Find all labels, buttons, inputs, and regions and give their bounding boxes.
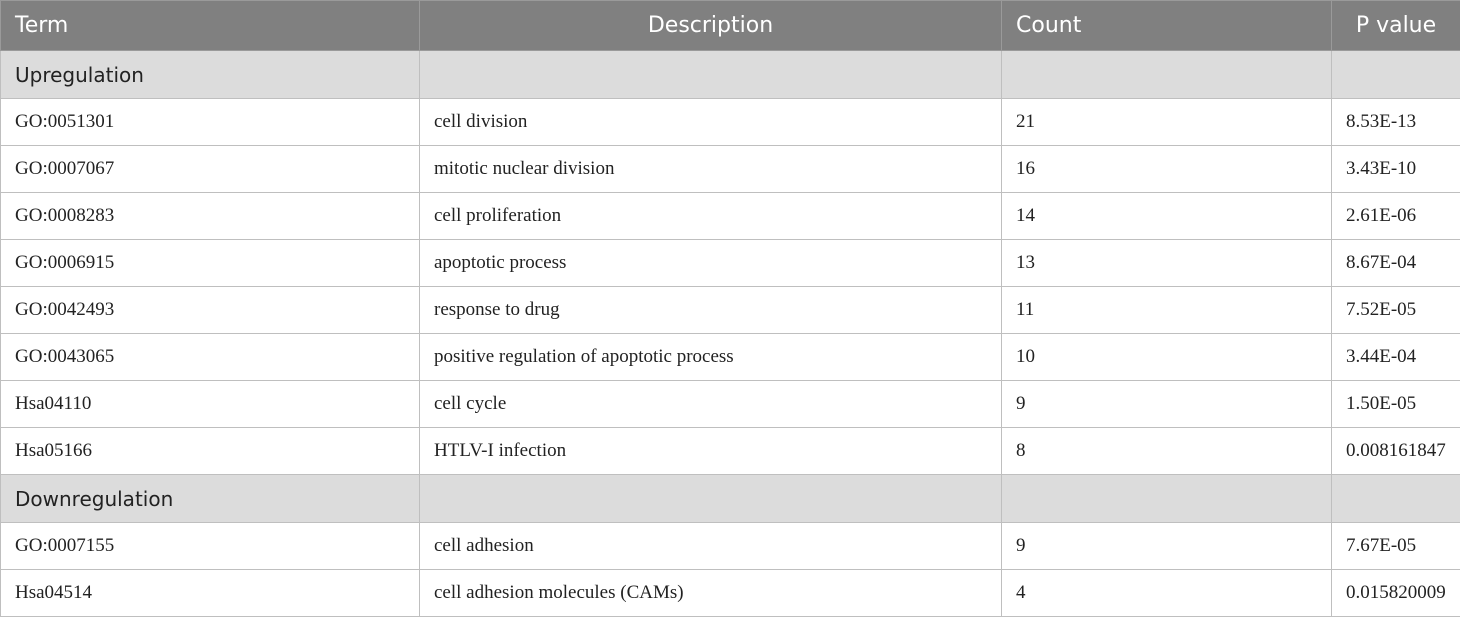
term-cell: Hsa04110 <box>0 380 420 428</box>
count-cell: 21 <box>1001 98 1332 146</box>
description-cell: mitotic nuclear division <box>419 145 1002 193</box>
header-term: Term <box>0 0 420 51</box>
description-cell: apoptotic process <box>419 239 1002 287</box>
pvalue-cell: 7.67E-05 <box>1331 522 1460 570</box>
section-label: Upregulation <box>0 50 420 99</box>
pvalue-cell: 8.53E-13 <box>1331 98 1460 146</box>
description-cell: response to drug <box>419 286 1002 334</box>
table-row: GO:0006915 apoptotic process 13 8.67E-04 <box>0 239 1460 287</box>
pvalue-cell: 0.015820009 <box>1331 569 1460 617</box>
term-cell: GO:0007067 <box>0 145 420 193</box>
term-cell: Hsa05166 <box>0 427 420 475</box>
table-row: GO:0008283 cell proliferation 14 2.61E-0… <box>0 192 1460 240</box>
count-cell: 13 <box>1001 239 1332 287</box>
pvalue-cell: 7.52E-05 <box>1331 286 1460 334</box>
term-cell: GO:0051301 <box>0 98 420 146</box>
count-cell: 14 <box>1001 192 1332 240</box>
count-cell: 16 <box>1001 145 1332 193</box>
description-cell: cell proliferation <box>419 192 1002 240</box>
section-label: Downregulation <box>0 474 420 523</box>
description-cell: cell adhesion molecules (CAMs) <box>419 569 1002 617</box>
table-row: GO:0007067 mitotic nuclear division 16 3… <box>0 145 1460 193</box>
count-cell: 9 <box>1001 522 1332 570</box>
table-row: GO:0051301 cell division 21 8.53E-13 <box>0 98 1460 146</box>
term-cell: GO:0008283 <box>0 192 420 240</box>
pvalue-cell: 2.61E-06 <box>1331 192 1460 240</box>
count-cell: 9 <box>1001 380 1332 428</box>
term-cell: Hsa04514 <box>0 569 420 617</box>
table-row: Hsa04514 cell adhesion molecules (CAMs) … <box>0 569 1460 617</box>
table-row: Hsa05166 HTLV-I infection 8 0.008161847 <box>0 427 1460 475</box>
count-cell: 4 <box>1001 569 1332 617</box>
description-cell: cell division <box>419 98 1002 146</box>
header-row: Term Description Count P value <box>0 0 1460 51</box>
header-pvalue: P value <box>1331 0 1460 51</box>
table-row: GO:0007155 cell adhesion 9 7.67E-05 <box>0 522 1460 570</box>
pvalue-cell: 3.44E-04 <box>1331 333 1460 381</box>
table-row: GO:0043065 positive regulation of apopto… <box>0 333 1460 381</box>
pvalue-cell: 3.43E-10 <box>1331 145 1460 193</box>
section-row-upregulation: Upregulation <box>0 50 1460 99</box>
table-row: GO:0042493 response to drug 11 7.52E-05 <box>0 286 1460 334</box>
term-cell: GO:0042493 <box>0 286 420 334</box>
description-cell: HTLV-I infection <box>419 427 1002 475</box>
pvalue-cell: 1.50E-05 <box>1331 380 1460 428</box>
section-row-downregulation: Downregulation <box>0 474 1460 523</box>
pvalue-cell: 0.008161847 <box>1331 427 1460 475</box>
pvalue-cell: 8.67E-04 <box>1331 239 1460 287</box>
description-cell: positive regulation of apoptotic process <box>419 333 1002 381</box>
count-cell: 10 <box>1001 333 1332 381</box>
count-cell: 8 <box>1001 427 1332 475</box>
table-row: Hsa04110 cell cycle 9 1.50E-05 <box>0 380 1460 428</box>
description-cell: cell adhesion <box>419 522 1002 570</box>
term-cell: GO:0007155 <box>0 522 420 570</box>
header-description: Description <box>419 0 1002 51</box>
term-cell: GO:0043065 <box>0 333 420 381</box>
description-cell: cell cycle <box>419 380 1002 428</box>
term-cell: GO:0006915 <box>0 239 420 287</box>
count-cell: 11 <box>1001 286 1332 334</box>
header-count: Count <box>1001 0 1332 51</box>
